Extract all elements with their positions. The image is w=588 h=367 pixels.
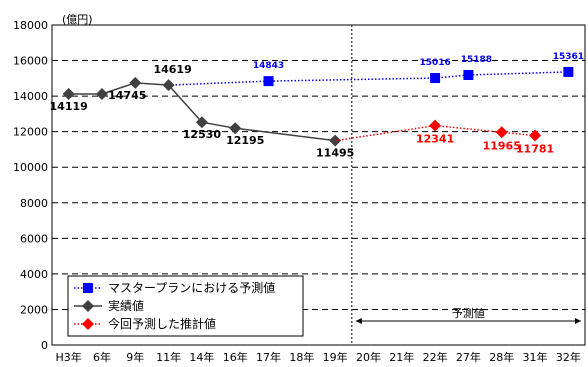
x-tick-label: 16年 [223,350,248,364]
data-label: 14843 [253,61,284,71]
series-marker-diamond [95,87,108,100]
x-tick-label: 22年 [423,350,448,364]
x-tick-label: 11年 [156,350,181,364]
x-axis-ticks: H3年 6年 9年 11年 14年 16年 17年 18年 19年 20年 21年 22年 27年 28年… [56,350,581,364]
series-marker-diamond [429,119,442,132]
y-axis-ticks: 0 2000 4000 6000 8000 10000 12000 14000 16000 180… [13,19,48,352]
legend-marker-square [83,283,93,293]
data-label: 11965 [483,139,521,152]
data-label: 11781 [516,143,554,156]
x-tick-label: 19年 [323,350,348,364]
series-marker-diamond [195,116,208,129]
y-tick-label: 0 [41,339,48,352]
y-tick-label: 6000 [20,232,48,245]
legend-box [67,275,304,337]
series-marker-diamond [162,79,175,92]
legend-marker-diamond [82,318,94,330]
legend-label: 今回予測した推計値 [108,316,216,331]
x-tick-label: 6年 [93,350,111,364]
arrow-head-right [575,318,581,324]
series-marker-diamond [229,122,242,135]
y-tick-label: 10000 [13,161,48,174]
data-label: 15016 [419,58,450,68]
arrow-head-left [355,318,362,324]
y-tick-label: 16000 [13,55,48,68]
data-label: 12195 [226,134,264,147]
x-tick-label: 28年 [489,350,514,364]
y-axis-unit-label: (億円) [62,13,93,26]
series-marker-square [463,69,474,80]
series-marker-square [430,73,441,84]
x-tick-label: 31年 [523,350,548,364]
data-label: 14119 [50,100,88,113]
x-tick-label: 14年 [189,350,214,364]
data-label: 12341 [416,133,454,146]
data-labels: 14843 15016 15188 15361 14119 14745 14619 12530… [50,52,584,160]
legend-label: マスタープランにおける予測値 [108,280,275,295]
x-tick-label: 27年 [456,350,481,364]
data-label: 12530 [183,128,222,141]
x-tick-label: 17年 [256,350,281,364]
data-label: 15361 [553,52,584,62]
series-marker-diamond [529,129,542,142]
series-line-0 [168,71,569,86]
series-marker-diamond [62,87,75,100]
y-tick-label: 18000 [13,19,48,32]
series-marker-diamond [129,76,142,89]
forecast-label: 予測値 [452,306,485,320]
data-label: 14745 [108,89,146,102]
x-tick-label: 21年 [389,350,414,364]
x-tick-label: 9年 [126,350,144,364]
data-label: 15188 [461,55,492,65]
series-marker-diamond [495,126,508,139]
series-marker-square [563,66,574,77]
x-tick-label: 18年 [289,350,314,364]
plot-frame [51,24,586,346]
x-tick-label: 20年 [356,350,381,364]
x-tick-label: H3年 [56,350,82,364]
x-tick-label: 32年 [556,350,581,364]
data-label: 14619 [153,63,191,76]
forecast-marker: 予測値 [351,25,581,345]
series-marker-square [263,76,274,87]
series-layer [62,66,574,147]
y-tick-label: 12000 [13,126,48,139]
y-tick-label: 14000 [13,90,48,103]
legend-marker-diamond [82,300,94,312]
y-tick-label: 2000 [20,303,48,316]
legend-label: 実績値 [108,298,144,313]
y-tick-label: 8000 [20,197,48,210]
y-tick-label: 4000 [20,268,48,281]
data-label: 11495 [316,147,354,160]
